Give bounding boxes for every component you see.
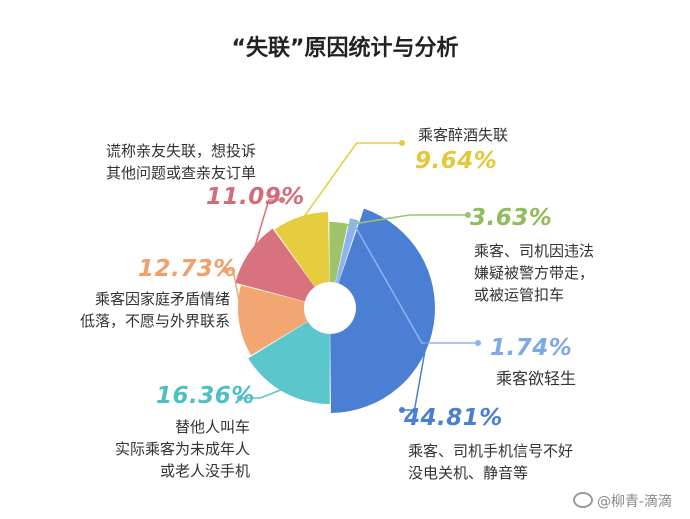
leader-line	[300, 142, 402, 222]
weibo-icon	[572, 492, 593, 508]
label-family-pct: 12.73%	[138, 256, 237, 282]
label-fake-line2: 其他问题或查亲友订单	[106, 164, 257, 182]
pie-slice	[335, 218, 359, 284]
label-police-line1: 乘客、司机因违法	[474, 242, 595, 260]
label-suicide-desc: 乘客欲轻生	[496, 368, 576, 390]
pie-slice	[274, 212, 330, 287]
label-fake-desc: 谎称亲友失联，想投诉 其他问题或查亲友订单	[106, 140, 256, 184]
leader-dot	[465, 212, 471, 218]
pie-slice	[248, 321, 330, 404]
watermark-text: @柳青-滴滴	[596, 494, 672, 510]
label-proxy-pct: 16.36%	[156, 383, 255, 409]
watermark: @柳青-滴滴	[572, 491, 672, 511]
leader-line	[251, 199, 282, 255]
label-phone-line2: 没电关机、静音等	[408, 464, 529, 482]
leader-dot	[279, 197, 285, 203]
label-drunk-pct: 9.64%	[415, 148, 498, 174]
leader-line	[352, 222, 478, 344]
chart-title: “失联”原因统计与分析	[231, 36, 459, 61]
leader-line	[240, 387, 286, 399]
leader-line	[338, 214, 468, 228]
label-drunk-line: 乘客醉酒失联	[418, 126, 509, 144]
leader-dot	[237, 395, 243, 401]
label-police-desc: 乘客、司机因违法 嫌疑被警方带走， 或被运管扣车	[474, 240, 594, 306]
label-drunk-desc: 乘客醉酒失联	[418, 124, 508, 146]
label-phone-pct: 44.81%	[404, 405, 503, 431]
pie-slice	[330, 208, 436, 413]
leader-dot	[222, 267, 228, 273]
label-police-line2: 嫌疑被警方带走，	[474, 264, 595, 282]
label-proxy-line3: 或老人没手机	[159, 462, 250, 480]
leader-line	[402, 323, 431, 411]
label-proxy-line2: 实际乘客为未成年人	[114, 440, 250, 458]
leader-dot	[399, 140, 405, 146]
label-police-line3: 或被运管扣车	[474, 286, 565, 304]
label-suicide-line: 乘客欲轻生	[496, 369, 577, 388]
label-phone-desc: 乘客、司机手机信号不好 没电关机、静音等	[408, 440, 573, 484]
pie-slice	[238, 285, 308, 356]
leader-dot	[399, 407, 405, 413]
label-family-line2: 低落，不愿与外界联系	[79, 312, 230, 330]
label-family-desc: 乘客因家庭矛盾情绪 低落，不愿与外界联系	[40, 288, 230, 332]
pie-slice	[329, 222, 348, 283]
label-phone-line1: 乘客、司机手机信号不好	[408, 442, 574, 460]
label-family-line1: 乘客因家庭矛盾情绪	[94, 290, 230, 308]
label-police-pct: 3.63%	[470, 205, 553, 231]
label-fake-pct: 11.09%	[206, 184, 305, 210]
leader-dot	[475, 340, 481, 346]
label-fake-line1: 谎称亲友失联，想投诉	[106, 142, 257, 160]
label-proxy-line1: 替他人叫车	[174, 418, 250, 436]
label-proxy-desc: 替他人叫车 实际乘客为未成年人 或老人没手机	[60, 416, 250, 482]
label-suicide-pct: 1.74%	[490, 335, 573, 361]
